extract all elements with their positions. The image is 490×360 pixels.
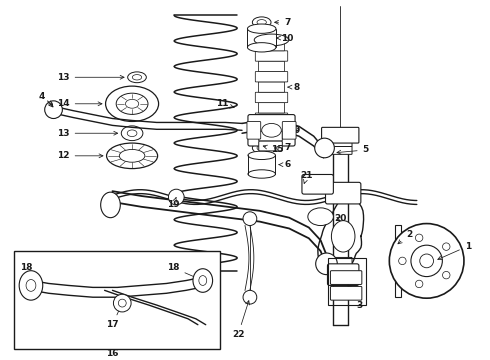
- Circle shape: [442, 243, 450, 250]
- Ellipse shape: [247, 43, 276, 52]
- Ellipse shape: [254, 34, 289, 46]
- Bar: [395, 225, 401, 297]
- FancyBboxPatch shape: [258, 61, 285, 72]
- Ellipse shape: [106, 143, 158, 168]
- Text: 8: 8: [288, 82, 300, 91]
- Ellipse shape: [127, 130, 137, 136]
- FancyBboxPatch shape: [255, 72, 288, 82]
- Text: 16: 16: [106, 349, 119, 358]
- Ellipse shape: [19, 271, 43, 300]
- Ellipse shape: [262, 123, 281, 137]
- Text: 10: 10: [277, 33, 294, 42]
- Ellipse shape: [122, 126, 143, 141]
- Text: 7: 7: [275, 18, 291, 27]
- Text: 15: 15: [263, 145, 284, 154]
- Ellipse shape: [193, 269, 213, 292]
- Ellipse shape: [120, 149, 145, 162]
- Text: 3: 3: [348, 285, 363, 310]
- Ellipse shape: [258, 128, 285, 138]
- Circle shape: [243, 212, 257, 225]
- Ellipse shape: [116, 93, 148, 114]
- Text: 1: 1: [438, 242, 471, 260]
- Ellipse shape: [248, 151, 275, 159]
- Ellipse shape: [252, 143, 271, 153]
- FancyBboxPatch shape: [255, 113, 288, 123]
- Ellipse shape: [252, 17, 271, 28]
- Text: 4: 4: [39, 93, 52, 105]
- Circle shape: [113, 294, 131, 312]
- Text: 18: 18: [167, 263, 199, 279]
- FancyBboxPatch shape: [258, 123, 285, 134]
- Circle shape: [390, 224, 464, 298]
- Ellipse shape: [248, 170, 275, 178]
- Ellipse shape: [128, 72, 147, 83]
- Text: 20: 20: [334, 214, 346, 223]
- FancyBboxPatch shape: [328, 273, 352, 284]
- Circle shape: [119, 299, 126, 307]
- Ellipse shape: [105, 86, 159, 121]
- Text: 5: 5: [337, 145, 369, 154]
- FancyBboxPatch shape: [258, 103, 285, 113]
- Circle shape: [399, 257, 406, 265]
- Text: 7: 7: [275, 144, 291, 153]
- FancyBboxPatch shape: [325, 182, 361, 204]
- Circle shape: [420, 254, 434, 268]
- Circle shape: [442, 271, 450, 279]
- FancyBboxPatch shape: [259, 131, 282, 141]
- FancyBboxPatch shape: [327, 264, 359, 285]
- Text: 19: 19: [167, 198, 180, 210]
- Text: 18: 18: [20, 263, 32, 282]
- Ellipse shape: [26, 279, 36, 291]
- Circle shape: [416, 280, 423, 288]
- Text: 11: 11: [216, 99, 234, 108]
- FancyBboxPatch shape: [248, 114, 295, 146]
- Text: 12: 12: [57, 151, 103, 160]
- FancyBboxPatch shape: [302, 175, 333, 194]
- FancyBboxPatch shape: [259, 141, 282, 151]
- FancyBboxPatch shape: [328, 147, 352, 154]
- Ellipse shape: [247, 24, 276, 33]
- FancyBboxPatch shape: [328, 257, 352, 268]
- Bar: [328, 258, 366, 305]
- FancyBboxPatch shape: [258, 82, 285, 92]
- Circle shape: [316, 253, 337, 275]
- Circle shape: [411, 245, 442, 276]
- Text: 17: 17: [106, 306, 121, 329]
- Text: 2: 2: [398, 230, 412, 244]
- FancyBboxPatch shape: [330, 271, 362, 284]
- Circle shape: [169, 189, 184, 205]
- Ellipse shape: [257, 19, 267, 25]
- Ellipse shape: [100, 192, 121, 218]
- Circle shape: [315, 138, 334, 158]
- Circle shape: [243, 290, 257, 304]
- Text: 13: 13: [57, 129, 118, 138]
- FancyBboxPatch shape: [247, 121, 261, 139]
- Ellipse shape: [199, 276, 207, 285]
- Circle shape: [416, 234, 423, 242]
- Ellipse shape: [331, 221, 355, 252]
- Bar: [14, 251, 220, 349]
- FancyBboxPatch shape: [321, 127, 359, 143]
- FancyBboxPatch shape: [255, 51, 288, 61]
- Circle shape: [45, 101, 62, 118]
- Text: 22: 22: [232, 301, 249, 339]
- Text: 13: 13: [57, 73, 124, 82]
- FancyBboxPatch shape: [258, 40, 285, 51]
- Ellipse shape: [125, 99, 139, 108]
- Ellipse shape: [132, 75, 142, 80]
- Ellipse shape: [308, 208, 333, 225]
- Text: 14: 14: [57, 99, 102, 108]
- FancyBboxPatch shape: [282, 121, 296, 139]
- FancyBboxPatch shape: [255, 92, 288, 103]
- Text: 21: 21: [300, 171, 313, 184]
- Ellipse shape: [257, 145, 267, 151]
- Text: 9: 9: [294, 126, 300, 135]
- FancyBboxPatch shape: [328, 139, 352, 147]
- FancyBboxPatch shape: [330, 287, 362, 300]
- Text: 6: 6: [278, 160, 291, 169]
